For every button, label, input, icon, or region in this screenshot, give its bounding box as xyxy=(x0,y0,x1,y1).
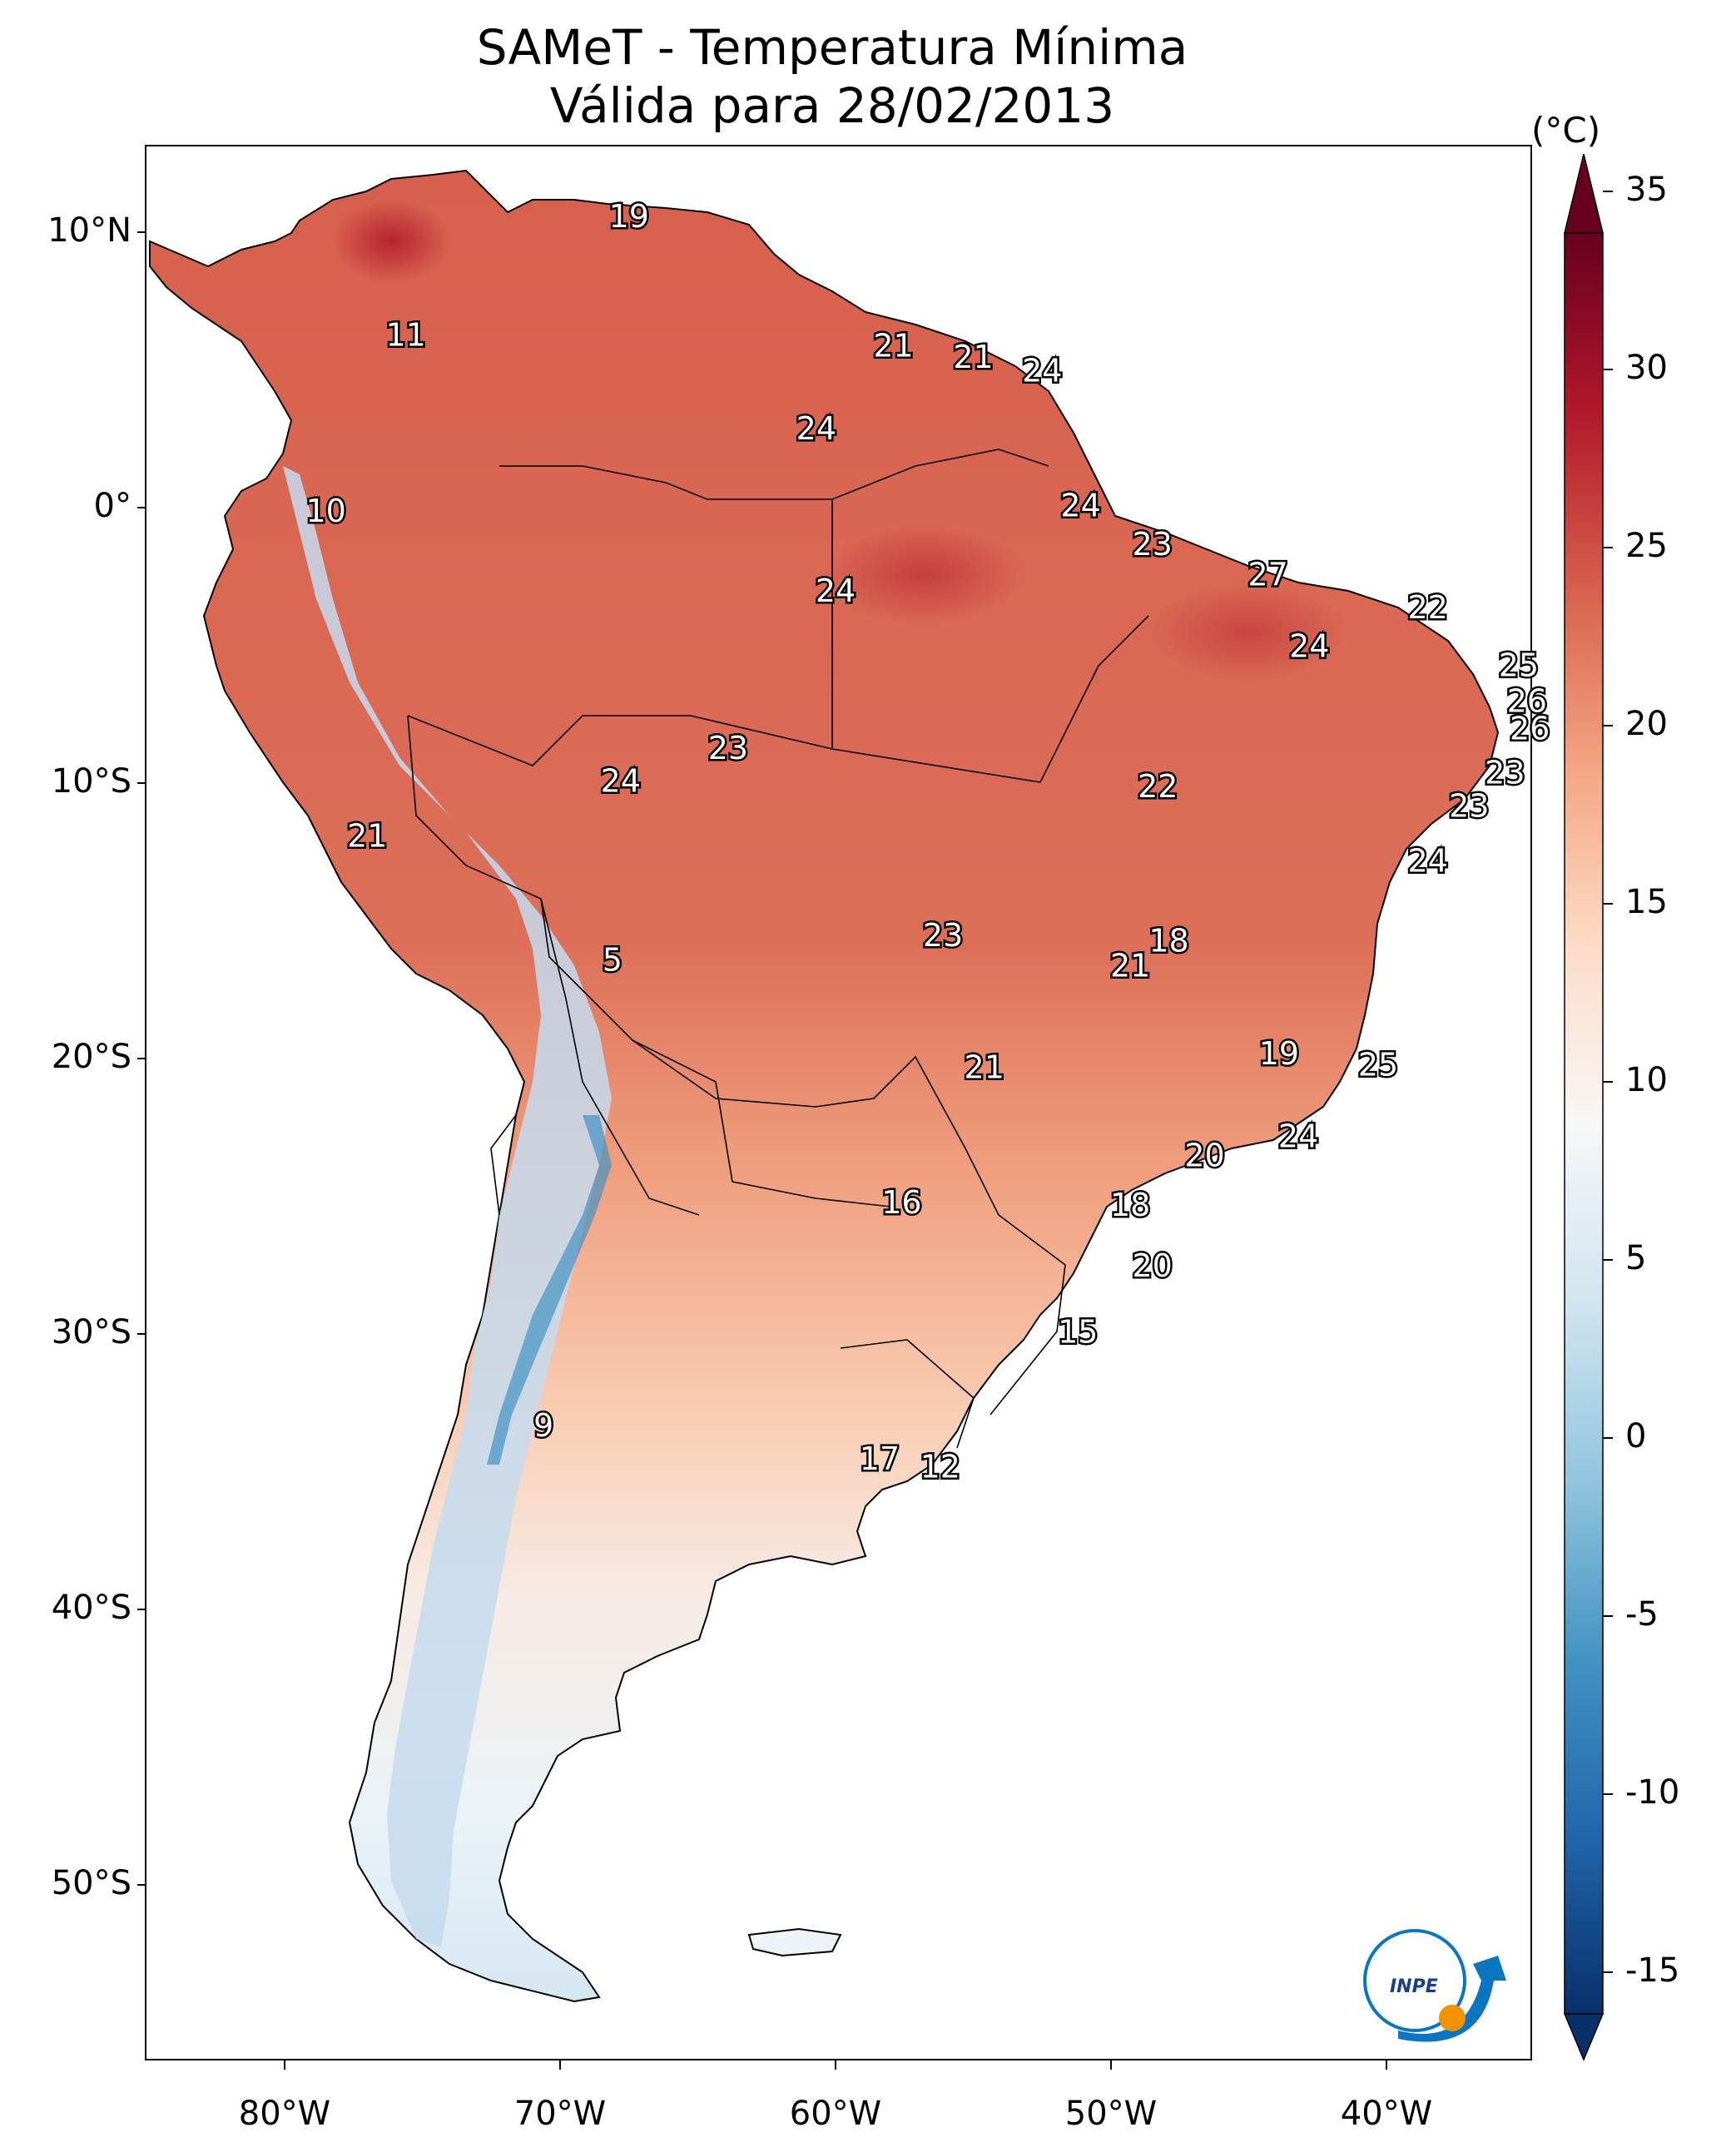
city-temperature-label: 26 xyxy=(1507,683,1547,720)
lat-tick-label: 10°N xyxy=(47,211,131,250)
city-temperature-label: 20 xyxy=(1132,1247,1172,1284)
logo-sun xyxy=(1439,2005,1466,2031)
city-temperature-label: 16 xyxy=(881,1184,921,1221)
city-temperature-label: 11 xyxy=(385,316,425,353)
lat-tick-label: 20°S xyxy=(51,1038,131,1076)
lon-tick-label: 50°W xyxy=(1064,2095,1158,2133)
city-temperature-label: 18 xyxy=(1148,922,1188,959)
city-temperature-label: 25 xyxy=(1358,1046,1398,1083)
city-temperature-label: 5 xyxy=(603,942,622,979)
colorbar-top-arrow xyxy=(1564,153,1604,234)
city-temperature-label: 21 xyxy=(347,818,387,855)
map-subtitle: Válida para 28/02/2013 xyxy=(549,77,1115,134)
colorbar-tick-label: 25 xyxy=(1625,527,1668,565)
lon-tick-label: 40°W xyxy=(1340,2095,1433,2133)
colorbar-tick-label: 5 xyxy=(1625,1239,1647,1277)
city-temperature-label: 17 xyxy=(860,1440,900,1477)
city-temperature-label: 18 xyxy=(1110,1187,1150,1223)
city-temperature-label: 21 xyxy=(965,1049,1004,1086)
andes-cold-band xyxy=(283,466,612,1947)
colorbar-tick-label: -15 xyxy=(1625,1951,1680,1990)
city-temperature-label: 23 xyxy=(923,917,963,954)
city-temperature-label: 24 xyxy=(1278,1118,1318,1154)
city-temperature-label: 9 xyxy=(533,1407,553,1444)
lat-tick-label: 40°S xyxy=(51,1589,131,1627)
lat-tick-label: 30°S xyxy=(51,1313,131,1351)
hot-spot-amazon xyxy=(824,524,1024,624)
city-temperature-label: 24 xyxy=(816,573,856,609)
city-temperature-label: 22 xyxy=(1138,768,1178,805)
city-temperature-label: 21 xyxy=(1110,947,1150,984)
city-temperature-label: 24 xyxy=(1407,842,1447,879)
colorbar-tick-label: 35 xyxy=(1625,171,1668,209)
colorbar xyxy=(1563,153,1613,2061)
city-temperature-label: 23 xyxy=(1449,787,1489,824)
lon-tick-label: 60°W xyxy=(789,2095,882,2133)
andes-coldest-core xyxy=(487,1115,612,1465)
colorbar-tick-label: -5 xyxy=(1625,1595,1659,1634)
city-temperature-label: 24 xyxy=(601,763,641,800)
city-temperature-label: 23 xyxy=(1132,526,1172,563)
city-temperature-label: 24 xyxy=(1060,488,1100,524)
lat-tick-label: 50°S xyxy=(51,1864,131,1902)
city-temperature-label: 10 xyxy=(305,493,345,529)
city-temperature-label: 27 xyxy=(1247,556,1287,593)
city-temperature-label: 26 xyxy=(1510,711,1550,747)
lon-tick-label: 70°W xyxy=(513,2095,607,2133)
city-temperature-label: 21 xyxy=(873,328,913,364)
city-temperature-label: 24 xyxy=(1289,627,1329,664)
colorbar-bottom-arrow xyxy=(1563,2013,1605,2061)
map-title: SAMeT - Temperatura Mínima xyxy=(476,19,1188,76)
colorbar-gradient xyxy=(1564,232,1604,2015)
country-borders xyxy=(407,449,1149,1449)
city-temperature-label: 22 xyxy=(1407,589,1447,626)
city-temperature-label: 24 xyxy=(1022,352,1062,389)
colorbar-tick-label: 10 xyxy=(1625,1061,1668,1099)
lon-tick-label: 80°W xyxy=(238,2095,331,2133)
colorbar-tick-label: 20 xyxy=(1625,705,1668,743)
city-temperature-label: 19 xyxy=(1259,1035,1299,1072)
logo-swoosh xyxy=(1398,1956,1506,2042)
colorbar-unit: (°C) xyxy=(1531,110,1601,151)
lat-tick-label: 0° xyxy=(93,487,131,525)
inpe-logo: INPE xyxy=(1363,1929,1506,2042)
city-temperature-label: 19 xyxy=(609,198,649,235)
continent-south-america xyxy=(149,169,1500,2003)
city-temperature-label: 25 xyxy=(1499,647,1539,683)
colorbar-tick-label: 0 xyxy=(1625,1417,1647,1455)
hot-spot-colombia xyxy=(333,200,449,283)
falkland-islands xyxy=(747,1927,842,1957)
city-temperature-label: 24 xyxy=(796,410,836,447)
logo-text: INPE xyxy=(1390,1976,1438,1997)
lat-tick-label: 10°S xyxy=(51,762,131,801)
colorbar-tick-label: 30 xyxy=(1625,349,1668,387)
city-temperature-label: 23 xyxy=(1485,755,1525,791)
city-temperature-label: 15 xyxy=(1058,1314,1098,1351)
hot-spot-northeast xyxy=(1148,583,1348,682)
colorbar-tick-label: 15 xyxy=(1625,883,1668,921)
city-temperature-label: 20 xyxy=(1184,1138,1224,1174)
colorbar-tick-label: -10 xyxy=(1625,1773,1680,1812)
logo-ring xyxy=(1363,1929,1466,2032)
city-temperature-label: 21 xyxy=(953,339,993,375)
city-temperature-label: 12 xyxy=(920,1449,960,1485)
city-temperature-label: 23 xyxy=(708,730,748,766)
